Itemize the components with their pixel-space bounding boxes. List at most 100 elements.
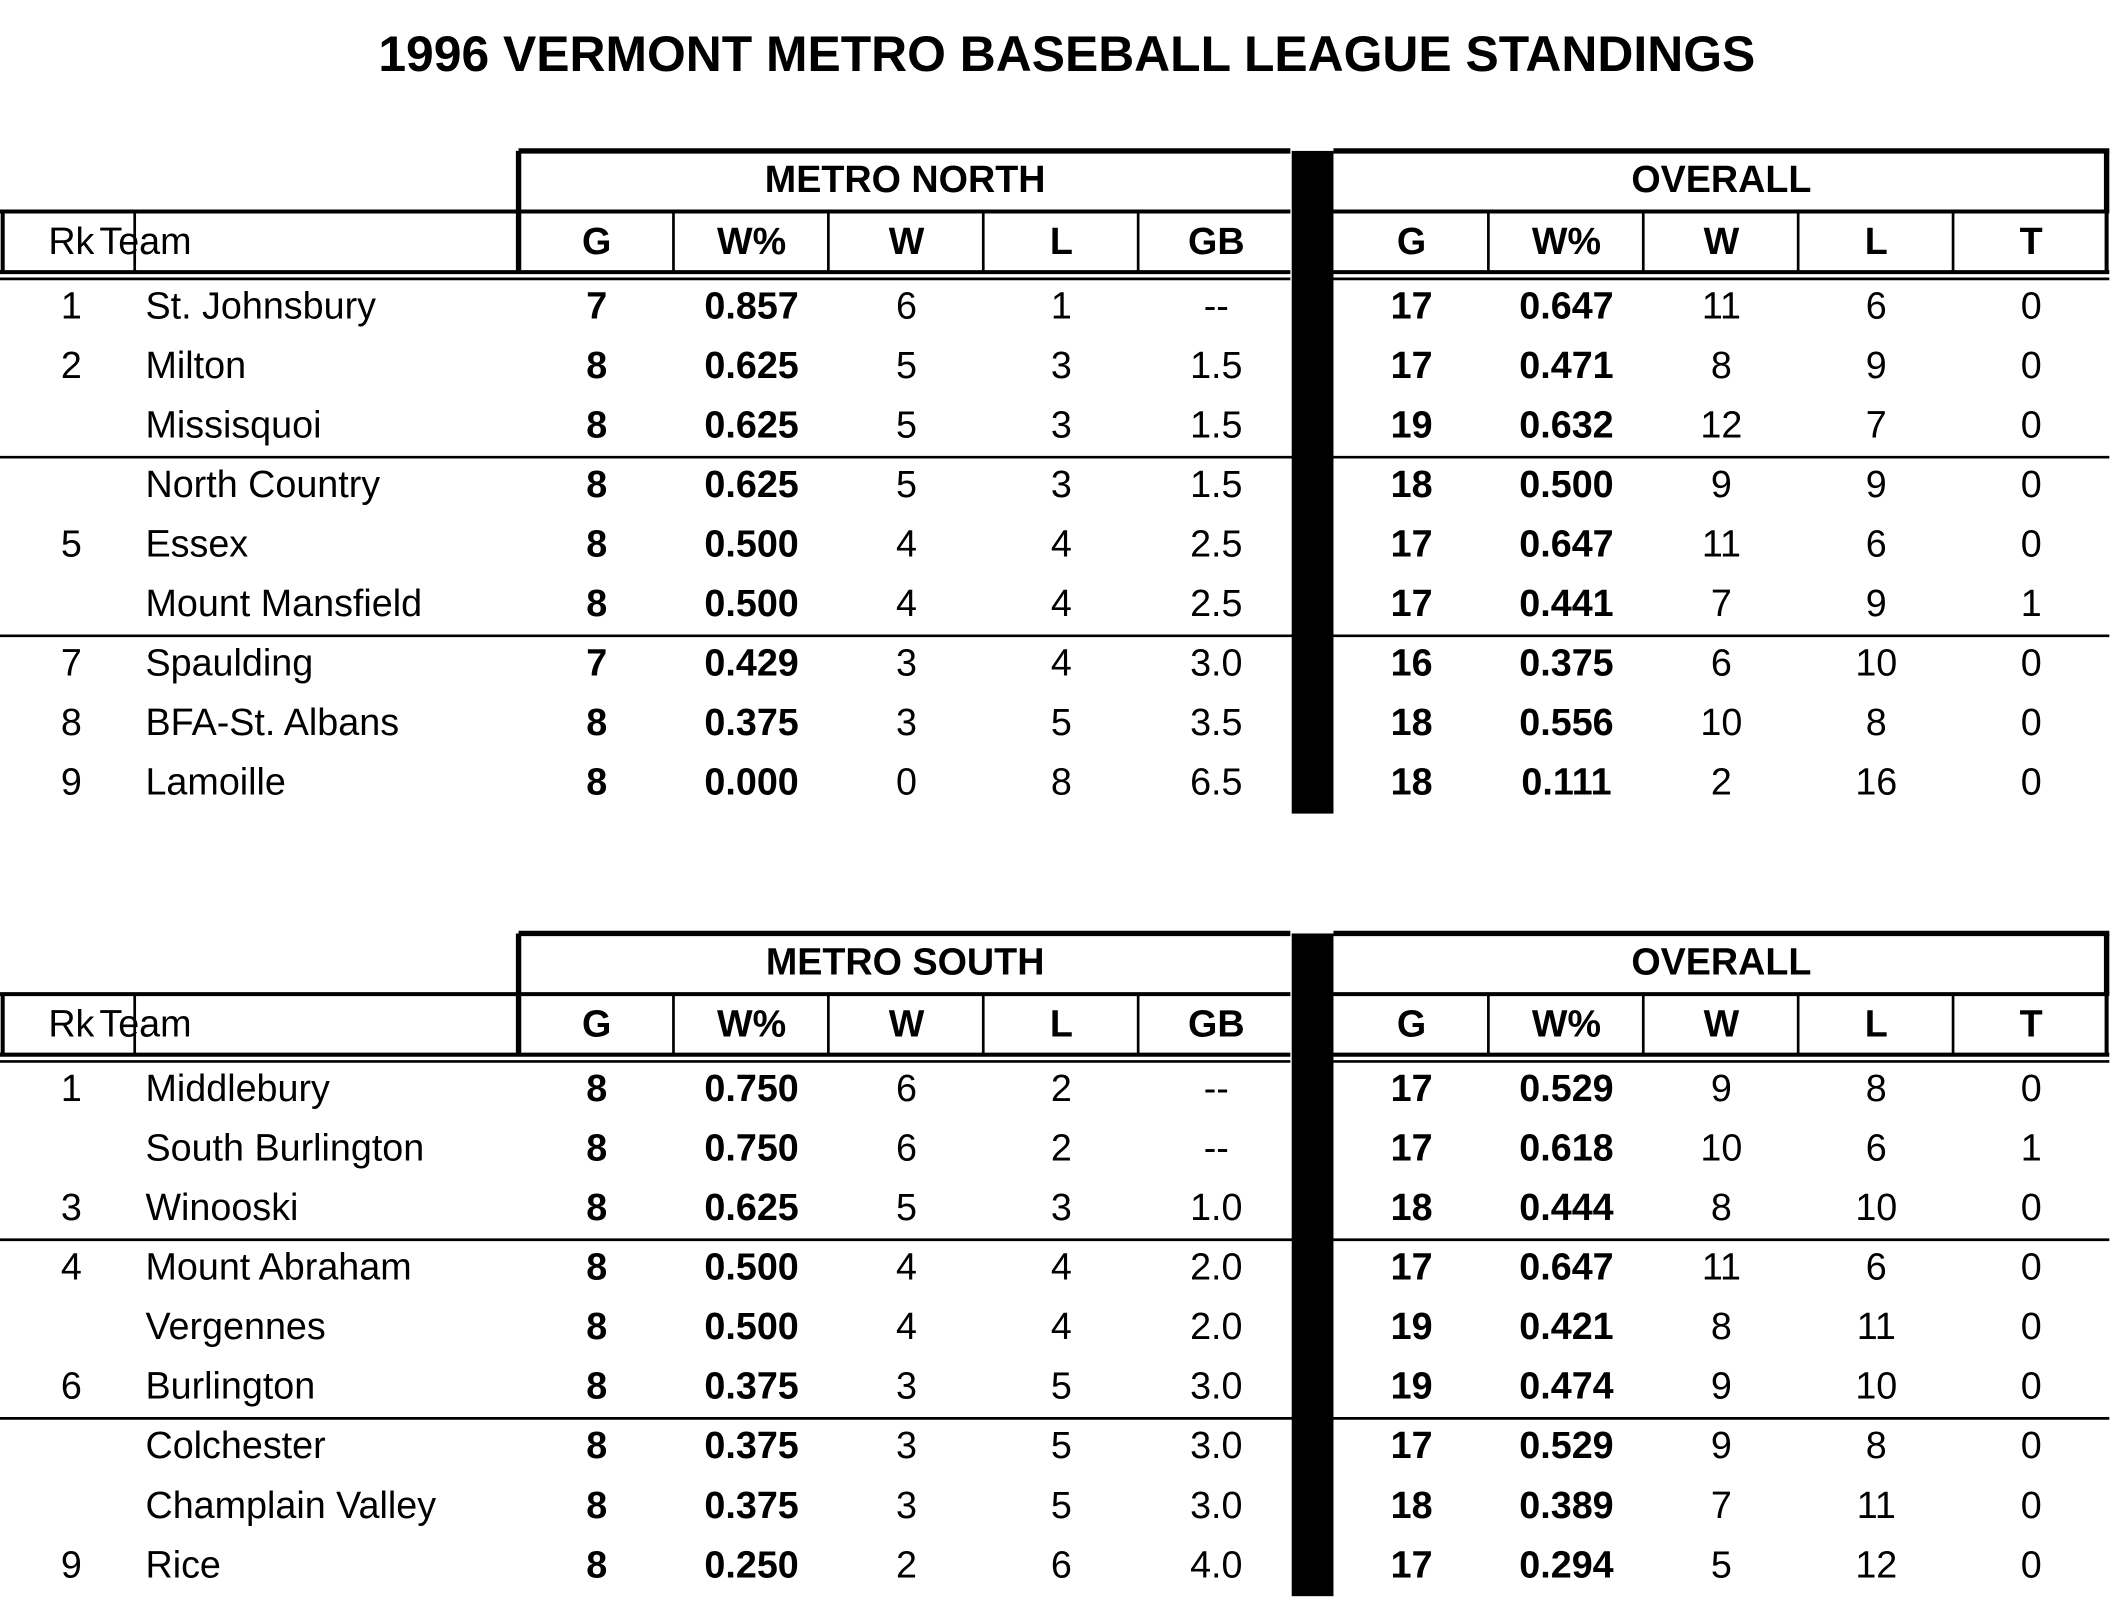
cell: 8 xyxy=(586,463,607,505)
team-name: Essex xyxy=(145,523,248,565)
cell: 4 xyxy=(1051,582,1072,624)
cell: 17 xyxy=(1391,1246,1433,1288)
cell: 0 xyxy=(896,761,917,803)
cell: 7 xyxy=(61,642,82,684)
cell: 8 xyxy=(1866,1424,1887,1466)
cell: 0 xyxy=(2021,761,2042,803)
cell: 17 xyxy=(1391,1067,1433,1109)
cell: 9 xyxy=(1711,1067,1732,1109)
team-name: BFA-St. Albans xyxy=(145,701,399,743)
cell: 18 xyxy=(1391,761,1433,803)
cell: 0.529 xyxy=(1519,1424,1613,1466)
cell: 0.529 xyxy=(1519,1067,1613,1109)
cell: 0.647 xyxy=(1519,284,1613,326)
cell: 8 xyxy=(586,523,607,565)
team-name: North Country xyxy=(145,463,380,505)
cell: 0 xyxy=(2021,1067,2042,1109)
cell: 9 xyxy=(61,1543,82,1585)
team-name: Middlebury xyxy=(145,1067,330,1109)
cell: 7 xyxy=(1711,1484,1732,1526)
team-name: Missisquoi xyxy=(145,404,321,446)
cell: 8 xyxy=(586,344,607,386)
cell: 0.441 xyxy=(1519,582,1613,624)
cell: 0.625 xyxy=(704,1186,798,1228)
divider xyxy=(1291,933,1334,1597)
cell: 3 xyxy=(1051,344,1072,386)
column-header: GB xyxy=(1188,1002,1245,1044)
cell: 5 xyxy=(1051,701,1072,743)
column-header: Team xyxy=(99,1002,191,1044)
cell: 17 xyxy=(1391,1424,1433,1466)
cell: 3 xyxy=(1051,1186,1072,1228)
team-name: Mount Abraham xyxy=(145,1246,411,1288)
team-name: Colchester xyxy=(145,1424,325,1466)
cell: 3.0 xyxy=(1190,1484,1242,1526)
cell: 3.5 xyxy=(1190,701,1242,743)
cell: 7 xyxy=(586,642,607,684)
cell: 8 xyxy=(586,1186,607,1228)
cell: 11 xyxy=(1857,1484,1896,1526)
cell: 0.474 xyxy=(1519,1365,1613,1407)
cell: 6 xyxy=(1051,1543,1072,1585)
column-header: G xyxy=(582,1002,611,1044)
cell: 17 xyxy=(1391,1543,1433,1585)
cell: 0.618 xyxy=(1519,1127,1613,1169)
cell: 0 xyxy=(2021,1246,2042,1288)
cell: 2 xyxy=(1051,1127,1072,1169)
title: 1996 VERMONT METRO BASEBALL LEAGUE STAND… xyxy=(378,26,1755,82)
cell: 0.375 xyxy=(704,701,798,743)
cell: 3 xyxy=(896,1484,917,1526)
cell: 2 xyxy=(1711,761,1732,803)
cell: 8 xyxy=(1711,344,1732,386)
cell: 0 xyxy=(2021,523,2042,565)
cell: 9 xyxy=(1711,463,1732,505)
group-header: OVERALL xyxy=(1631,940,1811,982)
cell: 8 xyxy=(1866,1067,1887,1109)
team-name: Milton xyxy=(145,344,246,386)
cell: 2.5 xyxy=(1190,582,1242,624)
cell: 2.0 xyxy=(1190,1246,1242,1288)
cell: 6 xyxy=(896,1127,917,1169)
cell: 8 xyxy=(586,1365,607,1407)
cell: 5 xyxy=(896,344,917,386)
cell: 9 xyxy=(1866,582,1887,624)
cell: 4 xyxy=(1051,1305,1072,1347)
column-header: T xyxy=(2020,1002,2043,1044)
cell: -- xyxy=(1204,1067,1229,1109)
cell: 8 xyxy=(586,1543,607,1585)
cell: 16 xyxy=(1391,642,1433,684)
team-name: Burlington xyxy=(145,1365,315,1407)
cell: 2 xyxy=(1051,1067,1072,1109)
cell: 0.421 xyxy=(1519,1305,1613,1347)
group-header: METRO NORTH xyxy=(765,158,1046,200)
cell: 1 xyxy=(1051,284,1072,326)
column-header: Rk xyxy=(48,220,94,262)
cell: 12 xyxy=(1700,404,1742,446)
cell: 6 xyxy=(1866,284,1887,326)
cell: 0.750 xyxy=(704,1127,798,1169)
cell: 19 xyxy=(1391,1305,1433,1347)
group-header: OVERALL xyxy=(1631,158,1811,200)
cell: 8 xyxy=(586,1424,607,1466)
cell: 11 xyxy=(1702,523,1741,565)
cell: 5 xyxy=(896,404,917,446)
cell: 1 xyxy=(61,1067,82,1109)
cell: 17 xyxy=(1391,284,1433,326)
cell: 4 xyxy=(61,1246,82,1288)
team-name: Mount Mansfield xyxy=(145,582,422,624)
column-header: W xyxy=(1704,220,1740,262)
cell: 0 xyxy=(2021,344,2042,386)
cell: 6 xyxy=(1711,642,1732,684)
cell: 0.375 xyxy=(704,1484,798,1526)
team-name: Winooski xyxy=(145,1186,298,1228)
cell: 0 xyxy=(2021,404,2042,446)
cell: 3.0 xyxy=(1190,1424,1242,1466)
column-header: W xyxy=(889,1002,925,1044)
cell: 8 xyxy=(586,582,607,624)
cell: 0.625 xyxy=(704,463,798,505)
cell: 6 xyxy=(896,1067,917,1109)
team-name: St. Johnsbury xyxy=(145,284,376,326)
cell: 6 xyxy=(1866,1127,1887,1169)
